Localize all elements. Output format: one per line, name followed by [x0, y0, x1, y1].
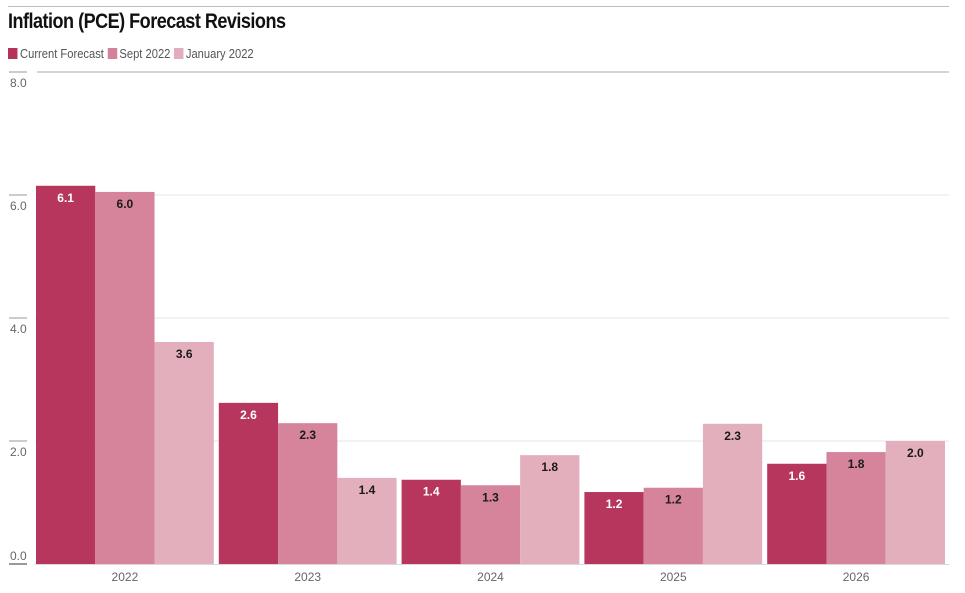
y-tick-label: 2.0 [10, 445, 27, 459]
bar-value-label: 1.4 [423, 485, 440, 499]
bar [401, 479, 461, 564]
y-tick-label: 0.0 [10, 549, 27, 563]
bar-value-label: 1.2 [665, 493, 682, 507]
bar [278, 423, 338, 564]
bar [337, 477, 397, 564]
bar-value-label: 1.8 [848, 457, 865, 471]
legend-label-sept: Sept 2022 [119, 46, 171, 61]
x-tick-label: 2022 [112, 570, 139, 584]
legend-label-january: January 2022 [185, 46, 254, 61]
bar-value-label: 2.3 [299, 428, 316, 442]
bar [643, 487, 703, 564]
legend-swatch-current [8, 48, 18, 59]
bar [584, 492, 644, 564]
bar [885, 441, 945, 564]
bar-value-label: 1.6 [788, 469, 805, 483]
bar [154, 341, 214, 564]
y-tick-label: 6.0 [10, 199, 27, 213]
x-tick-label: 2024 [477, 570, 504, 584]
legend-label-current: Current Forecast [20, 46, 104, 61]
bar [826, 452, 886, 564]
y-tick-label: 4.0 [10, 322, 27, 336]
top-rule [8, 6, 949, 7]
bar-value-label: 2.0 [907, 446, 924, 460]
bar-value-label: 6.1 [57, 191, 74, 205]
bar [36, 185, 96, 564]
bar-value-label: 2.3 [724, 429, 741, 443]
x-tick-label: 2023 [294, 570, 321, 584]
bar-value-label: 1.8 [541, 460, 558, 474]
bar [767, 463, 827, 564]
bar [218, 402, 279, 564]
bar-value-label: 1.3 [482, 490, 499, 504]
legend-swatch-sept [107, 48, 117, 59]
legend-swatch-january [173, 48, 184, 59]
x-tick-label: 2026 [843, 570, 870, 584]
bar [95, 191, 155, 565]
chart-title: Inflation (PCE) Forecast Revisions [8, 10, 286, 33]
legend-item-january: January 2022 [173, 46, 254, 61]
bar-value-label: 1.4 [359, 483, 376, 497]
bar-value-label: 3.6 [176, 347, 193, 361]
bar [702, 423, 763, 564]
legend: Current Forecast Sept 2022 January 2022 [8, 46, 257, 61]
x-tick-label: 2025 [660, 570, 687, 584]
bar-value-label: 6.0 [117, 197, 134, 211]
bar-value-label: 1.2 [606, 497, 623, 511]
bar-value-label: 2.6 [240, 408, 257, 422]
bar [520, 455, 580, 564]
bar [460, 485, 521, 564]
legend-item-sept: Sept 2022 [107, 46, 170, 61]
legend-item-current: Current Forecast [8, 46, 104, 61]
y-tick-label: 8.0 [10, 76, 27, 90]
